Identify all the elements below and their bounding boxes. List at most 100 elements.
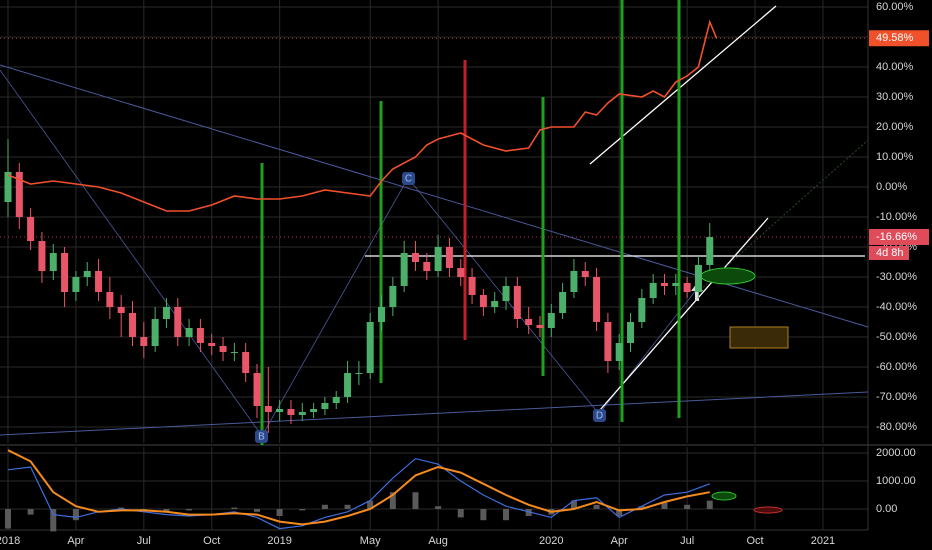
projection-line	[699, 139, 869, 291]
countdown-label: 4d 8h	[876, 247, 904, 259]
histogram-bar	[186, 508, 193, 511]
candle-body	[411, 253, 419, 263]
histogram-bar	[480, 508, 487, 521]
histogram-bar	[4, 508, 11, 529]
candle-body	[479, 295, 487, 308]
candle-body	[355, 373, 363, 375]
candle-body	[525, 319, 533, 326]
candle-body	[593, 277, 601, 323]
label-box	[402, 172, 415, 185]
candle-body	[491, 301, 499, 308]
histogram-bar	[254, 508, 261, 512]
histogram-bar	[276, 508, 283, 516]
candle-body	[672, 283, 680, 287]
pattern-label: B	[258, 432, 265, 443]
y-tick-label: 30.00%	[876, 91, 914, 103]
price-tag-label: -16.66%	[876, 231, 917, 243]
candle-body	[321, 403, 329, 410]
x-tick-label: 2019	[267, 535, 291, 547]
candle-body	[366, 322, 374, 374]
candle-body	[627, 322, 635, 344]
histogram-bar	[50, 508, 57, 532]
histogram-bar	[706, 500, 713, 509]
candle-body	[660, 283, 668, 287]
price-tag-label: 49.58%	[876, 32, 914, 44]
candle-body	[434, 247, 442, 272]
y-tick-label: 40.00%	[876, 61, 914, 73]
pattern-label: C	[405, 174, 412, 185]
histogram-bar	[412, 492, 419, 509]
histogram-bar	[503, 508, 510, 521]
histogram-bar	[457, 508, 464, 518]
y-tick-label: 10.00%	[876, 151, 914, 163]
histogram-bar	[684, 504, 691, 509]
candle-body	[310, 409, 318, 413]
candle-body	[151, 319, 159, 347]
histogram-bar	[27, 508, 34, 515]
candle-body	[185, 328, 193, 338]
candle-body	[106, 292, 114, 308]
y-tick-label: 60.00%	[876, 1, 914, 13]
candle-body	[457, 268, 465, 278]
y-tick-label: 2000.00	[876, 447, 916, 459]
candle-body	[649, 283, 657, 299]
countdown-box	[869, 245, 909, 260]
candle-body	[468, 277, 476, 296]
histogram-bar	[593, 504, 600, 509]
candle-body	[140, 337, 148, 347]
candle-body	[15, 171, 23, 217]
trend-line	[0, 391, 869, 436]
candle-body	[581, 271, 589, 278]
histogram-bar	[118, 507, 125, 509]
histogram-bar	[638, 506, 645, 509]
candle-body	[49, 253, 57, 272]
candle-body	[196, 328, 204, 344]
candle-body	[706, 236, 714, 266]
drawings: B C D	[0, 0, 932, 531]
candle-body	[604, 322, 612, 362]
candle-body	[513, 286, 521, 320]
candle-body	[638, 298, 646, 323]
macd-line	[7, 457, 711, 530]
x-tick-label: 2021	[811, 535, 835, 547]
histogram-bar	[570, 500, 577, 509]
x-tick-label: Apr	[67, 535, 84, 547]
candle-body	[219, 346, 227, 353]
zone-box	[729, 326, 789, 349]
candle-body	[298, 412, 306, 416]
candle-body	[230, 352, 238, 354]
candle-body	[287, 409, 295, 416]
candle-body	[95, 271, 103, 293]
candle-body	[174, 307, 182, 338]
candle-body	[253, 373, 261, 407]
candle-body	[694, 265, 702, 293]
x-tick-label: Jul	[137, 535, 151, 547]
y-tick-label: -10.00%	[876, 211, 917, 223]
histogram-bar	[367, 500, 374, 509]
candle-body	[344, 373, 352, 398]
candle-body	[536, 325, 544, 329]
y-tick-label: 0.00%	[876, 181, 907, 193]
macd-line	[7, 449, 710, 526]
y-tick-label: -50.00%	[876, 331, 917, 343]
x-tick-label: Apr	[611, 535, 628, 547]
candle-body	[559, 292, 567, 314]
candle-body	[128, 313, 136, 338]
candle-body	[276, 409, 284, 413]
histogram-bar	[435, 506, 442, 509]
candle-body	[378, 307, 386, 323]
histogram-bar	[661, 501, 668, 509]
x-tick-label: Jul	[680, 535, 694, 547]
y-tick-label: -80.00%	[876, 421, 917, 433]
y-tick-label: 0.00	[876, 503, 897, 515]
label-box	[593, 409, 606, 422]
candle-body	[38, 241, 46, 272]
price-tag	[869, 30, 929, 47]
price-tag	[869, 228, 929, 245]
channel-line	[599, 217, 769, 411]
ellipse-drawing	[753, 506, 783, 514]
marks	[0, 19, 868, 532]
